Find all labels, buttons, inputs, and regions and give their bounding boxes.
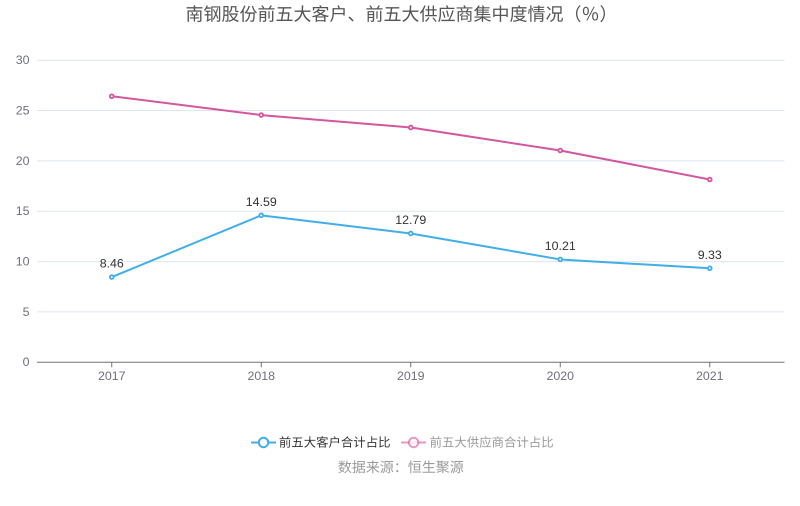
svg-text:14.59: 14.59 — [246, 195, 277, 209]
svg-text:10.21: 10.21 — [545, 239, 576, 253]
svg-text:2019: 2019 — [397, 369, 425, 383]
svg-text:25: 25 — [16, 103, 30, 117]
svg-text:12.79: 12.79 — [395, 213, 426, 227]
svg-text:2017: 2017 — [98, 369, 126, 383]
svg-text:15: 15 — [16, 204, 30, 218]
svg-text:10: 10 — [16, 254, 30, 268]
svg-text:30: 30 — [16, 53, 30, 67]
svg-text:2020: 2020 — [546, 369, 574, 383]
svg-text:8.46: 8.46 — [100, 257, 124, 271]
svg-text:5: 5 — [23, 305, 30, 319]
svg-text:0: 0 — [23, 355, 30, 369]
svg-text:20: 20 — [16, 154, 30, 168]
svg-text:9.33: 9.33 — [698, 248, 722, 262]
svg-text:2021: 2021 — [696, 369, 724, 383]
svg-text:2018: 2018 — [247, 369, 275, 383]
